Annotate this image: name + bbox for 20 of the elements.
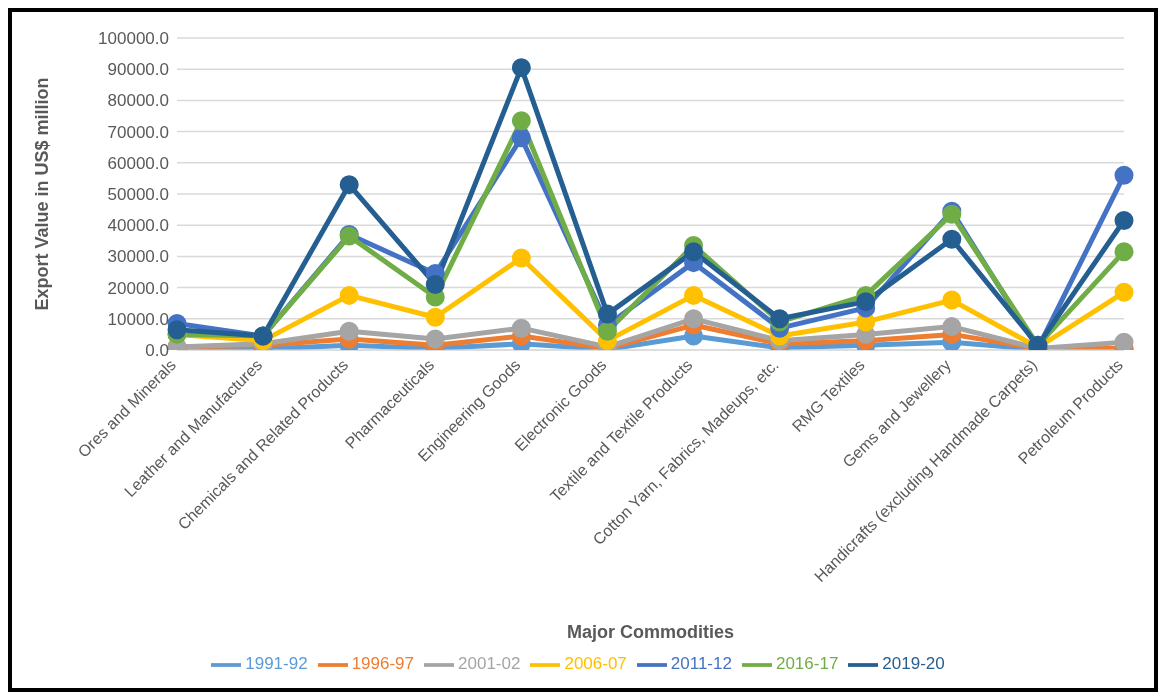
legend-label: 2019-20 bbox=[882, 654, 945, 674]
legend-label: 2016-17 bbox=[775, 654, 839, 674]
y-tick-label: 20000.0 bbox=[107, 278, 169, 298]
y-tick-label: 30000.0 bbox=[107, 247, 169, 267]
x-axis-title: Major Commodities bbox=[566, 622, 735, 642]
y-tick-label: 60000.0 bbox=[107, 153, 169, 173]
y-tick-label: 50000.0 bbox=[107, 185, 169, 205]
y-tick-label: 70000.0 bbox=[107, 122, 169, 142]
y-tick-label: 40000.0 bbox=[107, 216, 169, 236]
y-tick-label: 10000.0 bbox=[107, 309, 169, 329]
y-tick-label: 80000.0 bbox=[107, 91, 169, 111]
legend-label: 2001-02 bbox=[458, 654, 521, 674]
y-axis-title: Export Value in US$ million bbox=[32, 77, 53, 311]
y-tick-label: 0.0 bbox=[145, 341, 169, 361]
y-tick-label: 100000.0 bbox=[98, 29, 169, 49]
legend-label: 1996-97 bbox=[351, 654, 415, 674]
y-tick-label: 90000.0 bbox=[107, 60, 169, 80]
legend-label: 1991-92 bbox=[245, 654, 308, 674]
legend-label: 2011-12 bbox=[670, 654, 732, 674]
legend-label: 2006-07 bbox=[564, 654, 627, 674]
